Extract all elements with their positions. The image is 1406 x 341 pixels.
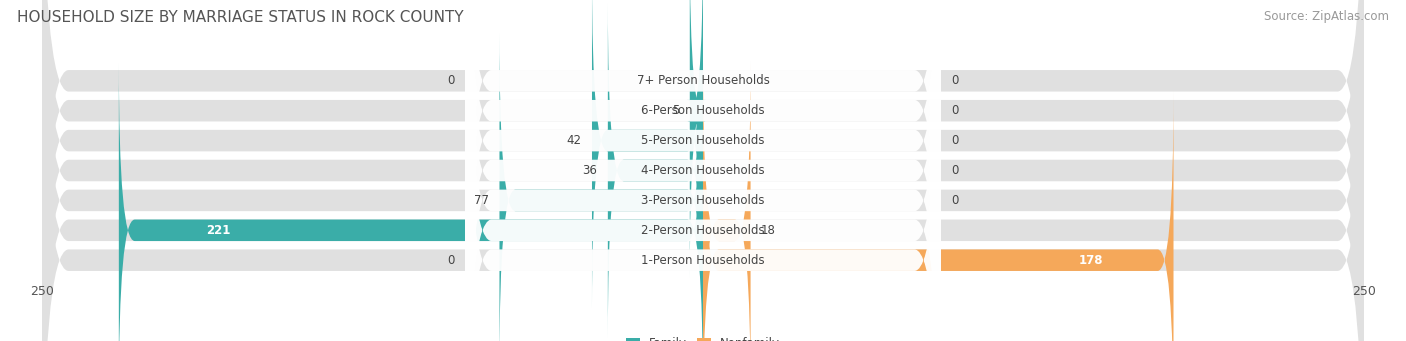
FancyBboxPatch shape (703, 62, 751, 341)
FancyBboxPatch shape (42, 0, 1364, 341)
Text: 0: 0 (447, 74, 454, 87)
Text: 0: 0 (952, 164, 959, 177)
FancyBboxPatch shape (499, 32, 703, 341)
Text: 18: 18 (761, 224, 776, 237)
FancyBboxPatch shape (465, 0, 941, 341)
Text: 5-Person Households: 5-Person Households (641, 134, 765, 147)
Text: HOUSEHOLD SIZE BY MARRIAGE STATUS IN ROCK COUNTY: HOUSEHOLD SIZE BY MARRIAGE STATUS IN ROC… (17, 10, 464, 25)
Text: 178: 178 (1078, 254, 1102, 267)
Text: 5: 5 (672, 104, 679, 117)
FancyBboxPatch shape (42, 0, 1364, 341)
FancyBboxPatch shape (42, 0, 1364, 341)
Text: 221: 221 (207, 224, 231, 237)
FancyBboxPatch shape (42, 0, 1364, 341)
Text: 0: 0 (952, 74, 959, 87)
Text: 42: 42 (567, 134, 582, 147)
Text: 0: 0 (952, 194, 959, 207)
Text: 0: 0 (952, 104, 959, 117)
FancyBboxPatch shape (607, 2, 703, 339)
Text: 0: 0 (952, 134, 959, 147)
FancyBboxPatch shape (465, 0, 941, 341)
FancyBboxPatch shape (120, 62, 703, 341)
Text: 1-Person Households: 1-Person Households (641, 254, 765, 267)
Text: 7+ Person Households: 7+ Person Households (637, 74, 769, 87)
FancyBboxPatch shape (703, 92, 1174, 341)
Text: 3-Person Households: 3-Person Households (641, 194, 765, 207)
Text: Source: ZipAtlas.com: Source: ZipAtlas.com (1264, 10, 1389, 23)
FancyBboxPatch shape (465, 0, 941, 341)
FancyBboxPatch shape (465, 0, 941, 341)
Text: 2-Person Households: 2-Person Households (641, 224, 765, 237)
FancyBboxPatch shape (465, 0, 941, 341)
FancyBboxPatch shape (42, 0, 1364, 341)
FancyBboxPatch shape (592, 0, 703, 309)
Text: 36: 36 (582, 164, 598, 177)
FancyBboxPatch shape (688, 0, 706, 279)
Legend: Family, Nonfamily: Family, Nonfamily (626, 337, 780, 341)
FancyBboxPatch shape (42, 0, 1364, 341)
FancyBboxPatch shape (42, 0, 1364, 341)
FancyBboxPatch shape (465, 0, 941, 341)
Text: 4-Person Households: 4-Person Households (641, 164, 765, 177)
Text: 77: 77 (474, 194, 489, 207)
Text: 0: 0 (447, 254, 454, 267)
Text: 6-Person Households: 6-Person Households (641, 104, 765, 117)
FancyBboxPatch shape (465, 0, 941, 341)
